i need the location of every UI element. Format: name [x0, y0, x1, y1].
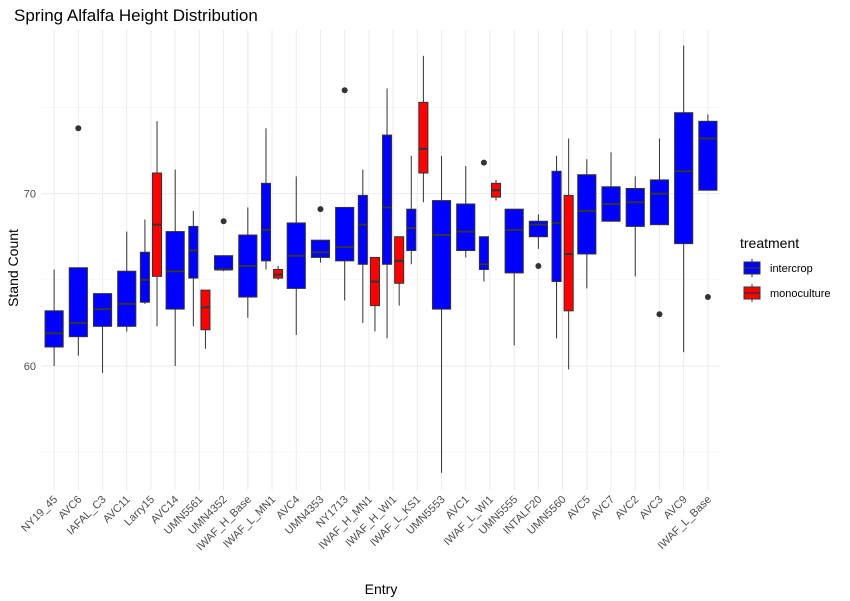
outlier-point — [75, 125, 82, 132]
legend-title: treatment — [740, 235, 799, 251]
x-tick-label: AVC3 — [637, 494, 665, 522]
legend: treatment intercrop monoculture — [740, 235, 831, 303]
box-AVC3-intercrop — [649, 138, 670, 318]
box-iqr — [478, 236, 489, 270]
box-iqr — [139, 251, 150, 303]
box-AVC7-intercrop — [601, 152, 621, 222]
box-Larry15-monoculture — [151, 121, 163, 327]
box-iqr — [418, 101, 429, 174]
box-iqr — [214, 255, 234, 270]
box-iqr — [456, 203, 476, 252]
box-IWAF_H_MN1-monoculture — [369, 256, 380, 332]
box-NY1713-intercrop — [335, 87, 355, 301]
box-IWAF_L_KS1-monoculture — [418, 55, 429, 203]
box-UMN5553-intercrop — [431, 155, 452, 473]
outlier-point — [656, 311, 663, 318]
box-AVC11-intercrop — [117, 231, 137, 332]
box-IWAF_H_MN1-intercrop — [357, 169, 368, 323]
x-tick-label: AVC5 — [565, 494, 593, 522]
y-axis: 60 70 — [24, 189, 36, 373]
x-tick-label: AVC7 — [589, 494, 617, 522]
box-iqr — [698, 120, 718, 191]
y-tick-label: 60 — [24, 361, 36, 373]
box-UMN4352-intercrop — [214, 218, 234, 272]
box-iqr — [357, 194, 368, 265]
box-AVC1-intercrop — [456, 166, 476, 258]
box-UMN5561-monoculture — [200, 289, 211, 349]
box-iqr — [625, 188, 645, 227]
box-iqr — [44, 310, 64, 348]
box-iqr — [188, 225, 199, 279]
box-iqr — [649, 179, 670, 226]
box-IWAF_L_KS1-intercrop — [406, 155, 417, 265]
box-iqr — [117, 270, 137, 327]
box-AVC5-intercrop — [577, 159, 597, 289]
box-AVC14-intercrop — [165, 169, 185, 366]
y-axis-title: Stand Count — [5, 229, 21, 307]
box-iqr — [577, 174, 597, 255]
outlier-point — [341, 87, 348, 94]
box-iqr — [382, 134, 393, 265]
box-UMN4353-intercrop — [310, 206, 331, 263]
outlier-point — [480, 159, 487, 166]
x-axis: NY19_45AVC6IAFAL_C3AVC11Larry15AVC14UMN5… — [19, 494, 714, 554]
box-iqr — [200, 289, 211, 331]
box-IWAF_L_WI1-monoculture — [490, 179, 502, 201]
outlier-point — [317, 206, 324, 213]
box-AVC6-intercrop — [68, 125, 88, 356]
box-iqr — [406, 208, 417, 252]
box-IAFAL_C3-intercrop — [92, 293, 113, 373]
box-IWAF_L_MN1-intercrop — [260, 128, 272, 270]
box-NY19_45-intercrop — [44, 269, 64, 366]
box-IWAF_L_Base-intercrop — [698, 114, 718, 301]
box-iqr — [551, 170, 562, 283]
box-AVC9-intercrop — [674, 45, 694, 353]
box-UMN5560-intercrop — [551, 155, 562, 339]
outlier-point — [704, 294, 711, 301]
legend-label-intercrop: intercrop — [770, 263, 813, 275]
box-iqr — [674, 112, 694, 245]
box-INTALF20-intercrop — [528, 214, 548, 270]
x-tick-label: AVC2 — [613, 494, 641, 522]
box-iqr — [431, 200, 452, 310]
box-Larry15-intercrop — [139, 219, 150, 304]
box-UMN5561-intercrop — [188, 210, 199, 327]
box-UMN5560-monoculture — [563, 138, 574, 370]
chart-title: Spring Alfalfa Height Distribution — [14, 6, 258, 25]
x-tick-label: NY19_45 — [19, 494, 60, 535]
box-AVC4-intercrop — [286, 176, 306, 335]
box-iqr — [335, 206, 355, 262]
legend-label-monoculture: monoculture — [770, 288, 831, 300]
box-iqr — [260, 182, 272, 262]
box-IWAF_L_MN1-monoculture — [273, 266, 284, 280]
box-iqr — [528, 220, 548, 238]
outlier-point — [535, 263, 542, 270]
box-AVC2-intercrop — [625, 176, 645, 277]
x-axis-title: Entry — [365, 581, 398, 597]
outlier-point — [220, 218, 227, 225]
box-iqr — [68, 267, 88, 338]
box-IWAF_H_Base-intercrop — [238, 207, 258, 318]
box-UMN5555-intercrop — [504, 208, 524, 346]
box-IWAF_H_WI1-monoculture — [394, 236, 405, 306]
plot-marks — [44, 45, 718, 473]
box-IWAF_L_WI1-intercrop — [478, 159, 489, 282]
box-iqr — [310, 239, 331, 258]
box-IWAF_H_WI1-intercrop — [382, 88, 393, 339]
box-iqr — [504, 208, 524, 274]
y-tick-label: 70 — [24, 189, 36, 201]
